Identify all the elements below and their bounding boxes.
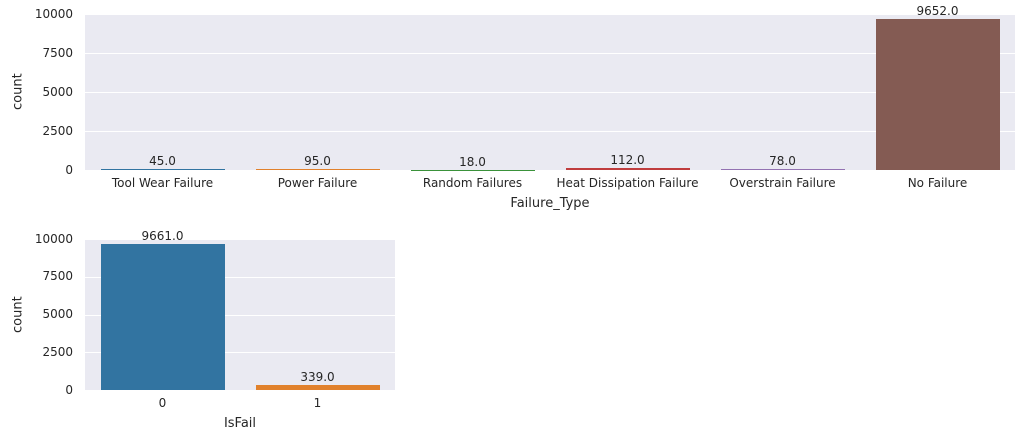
bar-value-label: 18.0 (459, 154, 486, 169)
x-tick-label: 1 (313, 396, 322, 410)
gridline (85, 276, 395, 278)
plot-area (85, 14, 1015, 170)
bar-value-label: 112.0 (610, 153, 645, 168)
bar-tool-wear-failure (100, 169, 225, 170)
x-tick-label: Tool Wear Failure (111, 176, 214, 190)
bar-heat-dissipation-failure (565, 168, 690, 170)
y-tick-label: 2500 (42, 344, 73, 359)
bar-value-label: 9652.0 (916, 4, 959, 19)
bar-value-label: 45.0 (149, 154, 176, 169)
bar-1 (255, 384, 380, 390)
x-tick-label: 0 (158, 396, 167, 410)
bar-overstrain-failure (720, 168, 845, 170)
bar-value-label: 78.0 (769, 153, 796, 168)
gridline (85, 92, 1015, 93)
y-tick-label: 7500 (42, 269, 73, 284)
y-tick-label: 10000 (34, 6, 73, 21)
plot-area (85, 239, 395, 390)
x-axis-label: IsFail (223, 416, 257, 431)
x-tick-label: Overstrain Failure (729, 176, 836, 190)
y-tick-label: 5000 (42, 84, 73, 99)
gridline (85, 53, 1015, 54)
y-tick-label: 5000 (42, 307, 73, 321)
x-tick-label: No Failure (907, 176, 968, 190)
bar-no-failure (875, 19, 1000, 170)
gridline (85, 14, 1015, 15)
y-tick-label: 0 (65, 162, 73, 177)
y-axis-label: count (10, 73, 26, 111)
x-axis-label: Failure_Type (510, 196, 590, 211)
bar-value-label: 339.0 (300, 369, 335, 384)
gridline (85, 239, 395, 240)
y-tick-label: 0 (65, 382, 73, 397)
x-tick-label: Power Failure (277, 176, 358, 190)
y-tick-label: 10000 (34, 231, 73, 246)
bar-value-label: 9661.0 (141, 229, 184, 244)
gridline (85, 352, 395, 354)
bar-value-label: 95.0 (304, 153, 331, 168)
gridline (85, 314, 395, 316)
y-axis-label: count (10, 296, 26, 333)
x-tick-label: Random Failures (422, 176, 523, 190)
y-tick-label: 7500 (42, 45, 73, 60)
gridline (85, 131, 1015, 132)
x-tick-label: Heat Dissipation Failure (556, 176, 699, 190)
y-tick-label: 2500 (42, 123, 73, 138)
bar-0 (100, 244, 225, 390)
bar-power-failure (255, 168, 380, 170)
